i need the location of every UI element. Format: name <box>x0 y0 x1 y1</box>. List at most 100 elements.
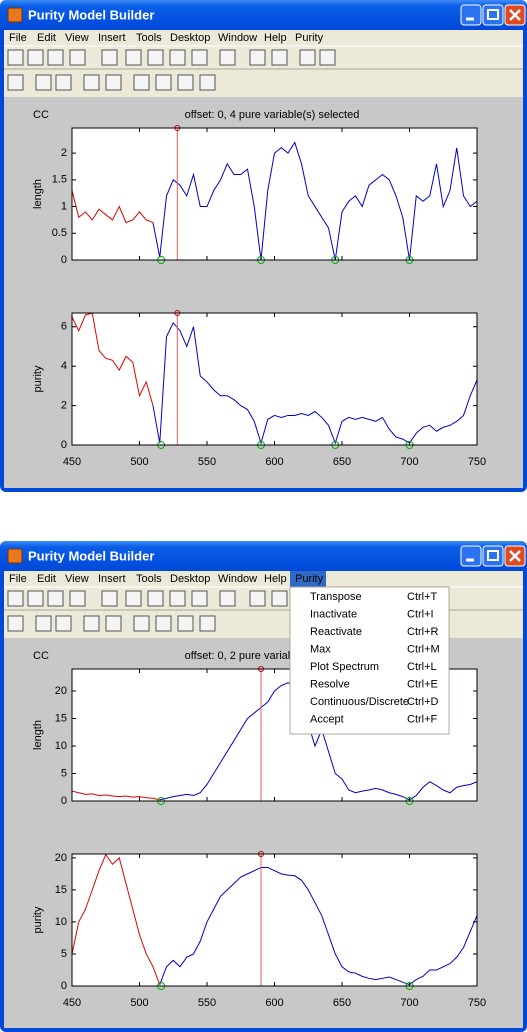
toolbar-icon[interactable] <box>55 615 72 632</box>
toolbar-icon[interactable] <box>55 74 72 91</box>
toolbar-icon[interactable] <box>125 590 142 607</box>
toolbar-icon[interactable] <box>191 590 208 607</box>
toolbar-icon[interactable] <box>69 49 86 66</box>
maximize-glyph <box>487 550 499 561</box>
toolbar-icon[interactable] <box>177 615 194 632</box>
toolbar-icon[interactable] <box>7 615 24 632</box>
toolbar-icon[interactable] <box>35 615 52 632</box>
toolbar-icon[interactable] <box>271 590 288 607</box>
menu-item[interactable]: Insert <box>98 573 126 585</box>
dropdown-item[interactable]: Plot Spectrum <box>310 661 379 673</box>
minimize-button[interactable] <box>460 4 482 26</box>
x-tick-label: 700 <box>400 456 418 468</box>
x-tick-label: 500 <box>130 997 148 1009</box>
menu-item[interactable]: Help <box>264 573 287 585</box>
menu-item[interactable]: View <box>65 573 89 585</box>
toolbar-icon[interactable] <box>69 590 86 607</box>
x-tick-label: 600 <box>265 456 283 468</box>
menu-item[interactable]: Purity <box>295 32 324 44</box>
axes-box <box>71 127 478 261</box>
toolbar-icon[interactable] <box>169 49 186 66</box>
menu-item[interactable]: View <box>65 32 89 44</box>
toolbar-icon[interactable] <box>101 590 118 607</box>
toolbar-icon[interactable] <box>219 49 236 66</box>
toolbar-icon[interactable] <box>299 49 316 66</box>
menu-item[interactable]: Window <box>218 32 257 44</box>
data-line <box>72 190 154 224</box>
minimize-button[interactable] <box>460 545 482 567</box>
axes-box <box>71 312 478 446</box>
toolbar-icon[interactable] <box>155 74 172 91</box>
toolbar-icon[interactable] <box>105 74 122 91</box>
data-line <box>72 854 161 985</box>
y-tick-label: 15 <box>55 712 67 724</box>
dropdown-item[interactable]: Resolve <box>310 678 350 690</box>
toolbar-icon[interactable] <box>133 74 150 91</box>
title-bar <box>0 541 527 571</box>
toolbar-icon[interactable] <box>199 615 216 632</box>
y-tick-label: 10 <box>55 740 67 752</box>
y-tick-label: 0 <box>61 439 67 451</box>
toolbar-icon[interactable] <box>169 590 186 607</box>
dropdown-bg <box>289 586 450 735</box>
menu-item[interactable]: Tools <box>136 32 162 44</box>
toolbar-icon[interactable] <box>47 49 64 66</box>
toolbar-icon[interactable] <box>271 49 288 66</box>
toolbar-icon[interactable] <box>7 590 24 607</box>
toolbar-icon[interactable] <box>319 49 336 66</box>
menu-item[interactable]: Purity <box>295 573 324 585</box>
menu-item[interactable]: Desktop <box>170 573 210 585</box>
menu-item[interactable]: Tools <box>136 573 162 585</box>
toolbar-icon[interactable] <box>47 590 64 607</box>
toolbar-icon[interactable] <box>7 49 24 66</box>
toolbar-icon[interactable] <box>191 49 208 66</box>
close-glyph <box>509 550 521 562</box>
x-tick-label: 450 <box>63 456 81 468</box>
toolbar-icon[interactable] <box>249 49 266 66</box>
menu-highlight <box>290 571 326 587</box>
toolbar-icon[interactable] <box>7 74 24 91</box>
menu-item[interactable]: Window <box>218 573 257 585</box>
dropdown-item[interactable]: Max <box>310 643 331 655</box>
toolbar-icon[interactable] <box>105 615 122 632</box>
menu-item[interactable]: Edit <box>37 32 56 44</box>
toolbar-icon[interactable] <box>133 615 150 632</box>
status-text: offset: 0, 4 pure variable(s) selected <box>185 109 360 121</box>
toolbar-icon[interactable] <box>147 590 164 607</box>
toolbar-icon[interactable] <box>27 590 44 607</box>
y-tick-label: 0 <box>61 980 67 992</box>
window-title: Purity Model Builder <box>28 7 154 22</box>
menu-item[interactable]: Help <box>264 32 287 44</box>
x-tick-label: 550 <box>198 997 216 1009</box>
y-tick-label: 5 <box>61 767 67 779</box>
menu-item[interactable]: Insert <box>98 32 126 44</box>
toolbar-icon[interactable] <box>83 74 100 91</box>
plot-area <box>72 313 477 445</box>
dropdown-item[interactable]: Reactivate <box>310 626 362 638</box>
x-tick-label: 700 <box>400 997 418 1009</box>
toolbar-icon[interactable] <box>125 49 142 66</box>
x-tick-label: 650 <box>333 997 351 1009</box>
menu-item[interactable]: File <box>9 573 27 585</box>
maximize-button[interactable] <box>482 545 504 567</box>
menu-item[interactable]: File <box>9 32 27 44</box>
toolbar-icon[interactable] <box>83 615 100 632</box>
toolbar-icon[interactable] <box>101 49 118 66</box>
toolbar-icon[interactable] <box>199 74 216 91</box>
toolbar-icon[interactable] <box>27 49 44 66</box>
toolbar-icon[interactable] <box>155 615 172 632</box>
toolbar-icon[interactable] <box>219 590 236 607</box>
dropdown-shortcut: Ctrl+F <box>407 713 438 725</box>
maximize-button[interactable] <box>482 4 504 26</box>
toolbar-icon[interactable] <box>147 49 164 66</box>
dropdown-item[interactable]: Inactivate <box>310 608 357 620</box>
y-tick-label: 2 <box>61 147 67 159</box>
menu-item[interactable]: Desktop <box>170 32 210 44</box>
menu-item[interactable]: Edit <box>37 573 56 585</box>
toolbar-icon[interactable] <box>35 74 52 91</box>
toolbar-icon[interactable] <box>177 74 194 91</box>
maximize-glyph <box>487 9 499 20</box>
dropdown-item[interactable]: Continuous/Discrete <box>310 696 409 708</box>
toolbar-icon[interactable] <box>249 590 266 607</box>
